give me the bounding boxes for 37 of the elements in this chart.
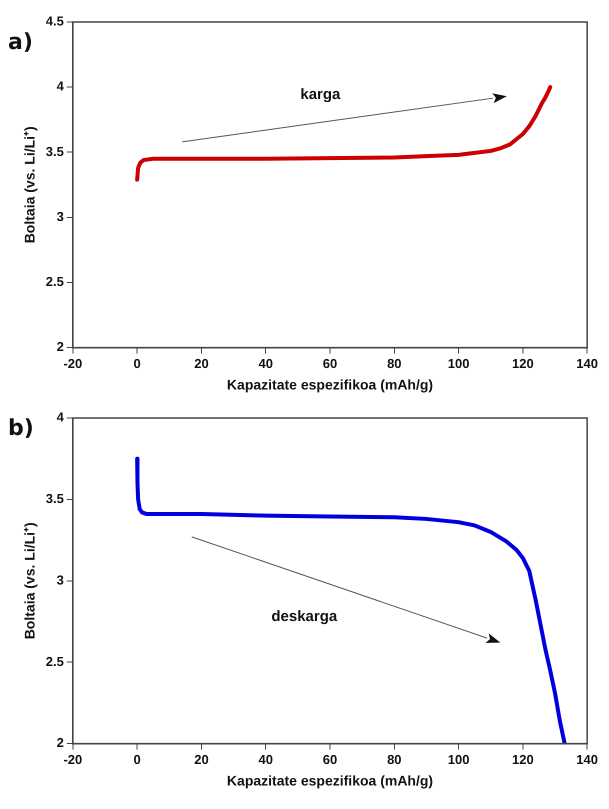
y-tick-label: 4	[56, 78, 65, 94]
annotation: deskarga	[271, 608, 338, 625]
y-axis-title: Boltaia (vs. Li/Li⁺)	[21, 126, 38, 244]
x-tick-label: 60	[322, 356, 338, 371]
x-tick-label: 140	[576, 356, 598, 371]
chart-title: a)	[8, 30, 33, 55]
x-tick-label: 20	[194, 752, 209, 767]
x-tick-label: 40	[258, 356, 273, 371]
x-tick-label: 0	[134, 356, 141, 371]
x-tick-label: 80	[387, 752, 402, 767]
y-tick-label: 2.5	[46, 654, 64, 669]
y-tick-label: 2	[56, 735, 64, 750]
x-tick-label: 60	[322, 752, 338, 767]
x-axis-title: Kapazitate espezifikoa (mAh/g)	[226, 376, 434, 392]
x-tick-label: 140	[576, 752, 598, 767]
y-tick-label: 3.5	[46, 490, 64, 506]
x-tick-label: 100	[448, 752, 470, 767]
y-tick-label: 3	[56, 208, 64, 224]
x-tick-label: -20	[63, 356, 82, 371]
annotation: karga	[300, 86, 342, 104]
x-tick-label: 120	[512, 752, 534, 767]
x-tick-label: 20	[194, 356, 209, 371]
y-tick-label: 2.5	[46, 274, 64, 290]
y-tick-label: 4.5	[46, 14, 64, 29]
y-tick-label: 3.5	[46, 144, 64, 159]
x-tick-label: -20	[63, 752, 82, 767]
x-tick-label: 40	[258, 752, 273, 767]
x-tick-label: 100	[448, 356, 470, 371]
x-tick-label: 120	[512, 356, 534, 371]
chart-title: b)	[8, 416, 34, 441]
y-tick-label: 3	[56, 572, 64, 588]
x-axis-title: Kapazitate espezifikoa (mAh/g)	[226, 772, 434, 788]
y-tick-label: 4	[56, 410, 65, 425]
x-tick-label: 80	[387, 356, 402, 371]
y-tick-label: 2	[56, 339, 64, 354]
y-axis-title: Boltaia (vs. Li/Li⁺)	[21, 522, 38, 640]
x-tick-label: 0	[134, 752, 141, 767]
